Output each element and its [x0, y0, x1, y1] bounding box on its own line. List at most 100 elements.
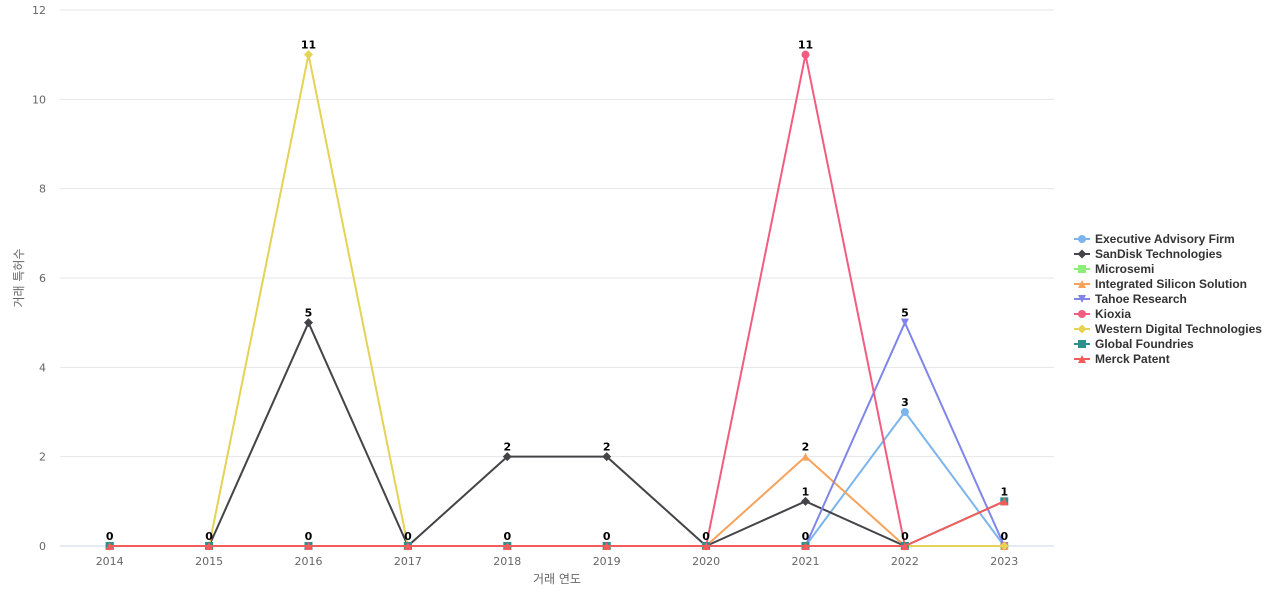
- data-label: 11: [798, 39, 813, 52]
- legend-item: Global Foundries: [1074, 337, 1194, 351]
- data-point: [702, 542, 711, 550]
- y-tick-label: 6: [39, 272, 46, 285]
- legend-marker: [1078, 265, 1086, 273]
- y-tick-label: 10: [32, 93, 46, 106]
- legend-marker: [1078, 295, 1086, 303]
- data-label: 0: [901, 530, 909, 543]
- data-label: 2: [503, 441, 511, 454]
- data-point: [999, 541, 1009, 551]
- legend-label: Integrated Silicon Solution: [1095, 277, 1247, 291]
- data-label: 3: [901, 396, 909, 409]
- data-label: 0: [1000, 530, 1008, 543]
- x-tick-label: 2016: [295, 555, 323, 568]
- y-tick-label: 4: [39, 361, 46, 374]
- legend-label: SanDisk Technologies: [1095, 247, 1222, 261]
- series-line: [109, 321, 1006, 547]
- legend-label: Kioxia: [1095, 307, 1131, 321]
- data-label: 0: [305, 530, 313, 543]
- data-point: [1000, 497, 1009, 506]
- data-label: 11: [301, 39, 316, 52]
- legend-item: Integrated Silicon Solution: [1074, 277, 1247, 291]
- legend-marker: [1078, 235, 1086, 243]
- y-tick-label: 8: [39, 183, 46, 196]
- series-line: [109, 411, 1006, 547]
- data-label: 2: [802, 441, 810, 454]
- legend-item: Merck Patent: [1074, 352, 1170, 366]
- data-label: 5: [305, 307, 313, 320]
- y-axis: 0 2 4 6 8 10 12: [32, 4, 46, 553]
- legend-label: Tahoe Research: [1095, 292, 1187, 306]
- series-7: [105, 497, 1009, 550]
- data-label: 5: [901, 307, 909, 320]
- legend-label: Merck Patent: [1095, 352, 1170, 366]
- series-line: [109, 321, 1005, 547]
- grid-lines: [60, 9, 1054, 458]
- data-point: [801, 452, 810, 461]
- data-label: 2: [603, 441, 611, 454]
- data-point: [304, 542, 313, 550]
- data-label: 0: [106, 530, 114, 543]
- x-axis-title: 거래 연도: [533, 572, 581, 586]
- data-label: 0: [802, 530, 810, 543]
- data-point: [900, 408, 909, 416]
- series-8: [105, 497, 1009, 550]
- legend-label: Microsemi: [1095, 262, 1154, 276]
- legend-label: Executive Advisory Firm: [1095, 232, 1235, 246]
- series-line: [109, 53, 1005, 547]
- legend-marker: [1078, 340, 1086, 348]
- data-point: [801, 496, 810, 506]
- legend-item: Kioxia: [1074, 307, 1131, 321]
- data-label: 0: [603, 530, 611, 543]
- x-axis: 2014 2015 2016 2017 2018 2019 2020 2021 2022 2023: [96, 555, 1019, 568]
- data-point: [205, 542, 214, 550]
- data-point: [801, 50, 810, 59]
- data-point: [900, 318, 909, 327]
- y-axis-title: 거래 특허수: [12, 248, 26, 307]
- x-tick-label: 2021: [792, 555, 820, 568]
- y-tick-label: 12: [32, 4, 46, 17]
- data-label: 0: [503, 530, 511, 543]
- y-tick-label: 0: [39, 540, 46, 553]
- data-label: 0: [702, 530, 710, 543]
- data-point: [304, 50, 313, 60]
- legend-item: Western Digital Technologies: [1074, 322, 1262, 336]
- data-point: [304, 318, 313, 328]
- legend-label: Western Digital Technologies: [1095, 322, 1262, 336]
- legend-marker: [1078, 280, 1086, 288]
- legend-marker: [1077, 249, 1087, 259]
- data-point: [502, 452, 512, 462]
- legend-item: Tahoe Research: [1074, 292, 1187, 306]
- series-line: [109, 500, 1005, 547]
- series-4: [105, 318, 1009, 550]
- data-label: 0: [404, 530, 412, 543]
- data-label: 0: [205, 530, 213, 543]
- data-point: [900, 542, 909, 550]
- x-tick-label: 2015: [195, 555, 223, 568]
- data-point: [105, 542, 114, 550]
- data-point: [602, 452, 612, 462]
- legend-marker: [1078, 310, 1086, 318]
- series-line: [109, 53, 1005, 547]
- y-tick-label: 2: [39, 451, 46, 464]
- series-1: [105, 318, 1009, 551]
- data-label: 1: [802, 485, 810, 498]
- data-label: 1: [1000, 485, 1008, 498]
- series-3: [105, 452, 1009, 550]
- legend-item: SanDisk Technologies: [1074, 247, 1222, 261]
- data-point: [602, 542, 611, 550]
- series-0: [105, 408, 1009, 550]
- series-group: [105, 50, 1009, 551]
- x-tick-label: 2022: [891, 555, 919, 568]
- x-tick-label: 2017: [394, 555, 422, 568]
- x-tick-label: 2018: [493, 555, 521, 568]
- x-tick-label: 2014: [96, 555, 124, 568]
- legend-marker: [1077, 324, 1087, 334]
- x-tick-label: 2019: [593, 555, 621, 568]
- legend-marker: [1078, 355, 1086, 363]
- x-tick-label: 2023: [990, 555, 1018, 568]
- data-point: [403, 542, 412, 550]
- x-tick-label: 2020: [692, 555, 720, 568]
- data-point: [503, 542, 512, 550]
